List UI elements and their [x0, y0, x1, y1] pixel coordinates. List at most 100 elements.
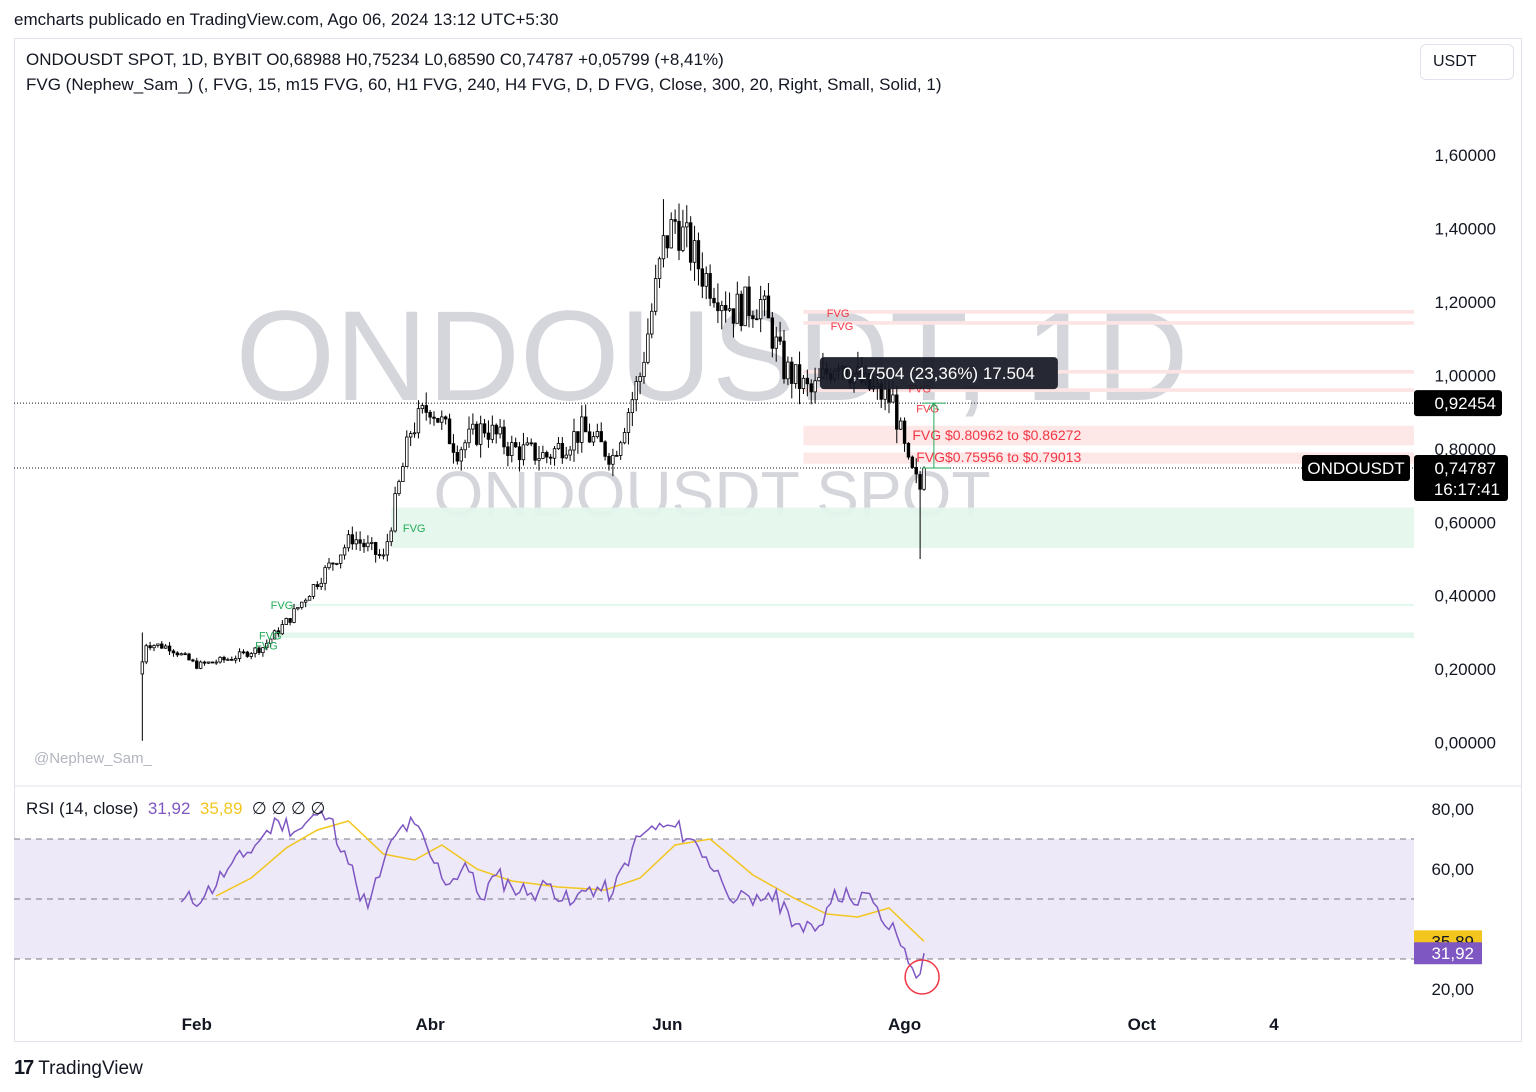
time-axis-label: 4 [1269, 1015, 1279, 1034]
candle-body [700, 268, 705, 287]
candle-body [727, 308, 732, 311]
candle-body [615, 454, 619, 457]
currency-button[interactable]: USDT [1420, 44, 1514, 80]
candle-body [898, 420, 903, 430]
candle-body [517, 446, 522, 461]
price-axis[interactable]: 1,60000 1,40000 1,20000 1,00000 0,80000 0,600… [1435, 146, 1496, 753]
candle-body [428, 411, 432, 418]
candle-body [665, 235, 670, 249]
candle-body [541, 452, 545, 459]
candle-body [245, 651, 250, 657]
candle-body [545, 452, 549, 458]
candle-body [626, 412, 631, 433]
candle-body [144, 645, 148, 663]
time-axis-label: Oct [1128, 1015, 1157, 1034]
price-axis-tick: 1,60000 [1435, 146, 1496, 165]
candle-body [739, 293, 743, 327]
candle-body [463, 442, 467, 451]
candle-body [786, 361, 790, 380]
time-axis-label: Abr [415, 1015, 445, 1034]
candle-body [311, 584, 316, 597]
time-axis[interactable]: Feb Abr Jun Ago Oct 4 [182, 1015, 1280, 1034]
candle-body [362, 542, 366, 548]
candle-body [743, 286, 747, 327]
candle-body [455, 452, 460, 462]
candle-body [801, 377, 806, 390]
candle-body [315, 584, 320, 588]
fvg-label: FVG [827, 308, 850, 320]
candle-body [883, 388, 887, 400]
candle-body [922, 467, 926, 490]
candle-body [420, 405, 425, 410]
measure-tool: 0,17504 (23,36%) 17.504 [819, 357, 1058, 469]
fvg-zone [803, 310, 1414, 314]
candle-body [537, 458, 541, 461]
horizontal-lines [14, 402, 1414, 469]
candle-body [268, 638, 273, 644]
rsi-value-tag-text: 31,92 [1431, 944, 1474, 963]
candle-body [813, 380, 817, 393]
candle-body [751, 315, 755, 320]
candle-body [708, 273, 712, 299]
candle-body [502, 426, 506, 448]
candle-body [319, 582, 323, 588]
candle-body [198, 661, 203, 669]
candle-body [350, 534, 355, 545]
candle-body [692, 240, 697, 263]
level-price-tag [1414, 390, 1502, 417]
fvg-label: FVG [259, 630, 282, 642]
candle-body [195, 660, 199, 669]
candle-body [436, 417, 440, 423]
candle-body [634, 381, 638, 401]
candle-body [206, 661, 211, 664]
tradingview-logo[interactable]: 17 TradingView [14, 1057, 143, 1080]
candle-body [226, 658, 230, 661]
candle-body [669, 219, 673, 249]
candle-body [650, 310, 654, 335]
candle-body [758, 299, 763, 320]
candle-body [381, 554, 386, 557]
candle-body [412, 432, 417, 435]
countdown-text: 16:17:41 [1434, 480, 1500, 499]
candle-body [778, 336, 782, 342]
candle-body [755, 318, 759, 321]
time-axis-label: Ago [888, 1015, 921, 1034]
candle-body [292, 608, 296, 623]
candle-body [548, 456, 553, 459]
candle-body [723, 305, 728, 311]
symbol-tag [1302, 454, 1410, 481]
candle-body [576, 431, 580, 443]
symbol-tag-text: ONDOUSDT [1307, 459, 1404, 478]
candle-body [276, 630, 281, 635]
candle-body [335, 562, 339, 565]
candle-body [475, 423, 479, 445]
fvg-zone [803, 388, 1414, 392]
candle-body [673, 219, 677, 222]
price-axis-tick: 0,80000 [1435, 440, 1496, 459]
candle-body [891, 394, 895, 403]
time-axis-label: Jun [652, 1015, 682, 1034]
price-axis-tick: 0,20000 [1435, 660, 1496, 679]
rsi-axis-tick: 80,00 [1431, 800, 1474, 819]
candle-body [618, 442, 623, 456]
candle-body [731, 308, 736, 324]
candlestick-series [140, 199, 926, 741]
candle-body [716, 302, 720, 312]
rsi-legend: RSI (14, close) 31,92 35,89 ∅ ∅ ∅ ∅ [26, 799, 325, 819]
candle-body [486, 432, 491, 440]
candle-body [646, 333, 650, 363]
candle-body [214, 661, 218, 664]
candle-body [288, 618, 292, 623]
fvg-zones [278, 310, 1414, 638]
author-credit: @Nephew_Sam_ [34, 750, 152, 767]
candle-body [906, 442, 911, 458]
candle-body [564, 454, 568, 459]
rsi-legend-value: 31,92 [147, 799, 191, 818]
candle-body [202, 661, 207, 664]
candle-body [657, 258, 662, 279]
candle-body [595, 431, 600, 438]
candle-body [902, 420, 907, 444]
candle-body [653, 278, 658, 312]
